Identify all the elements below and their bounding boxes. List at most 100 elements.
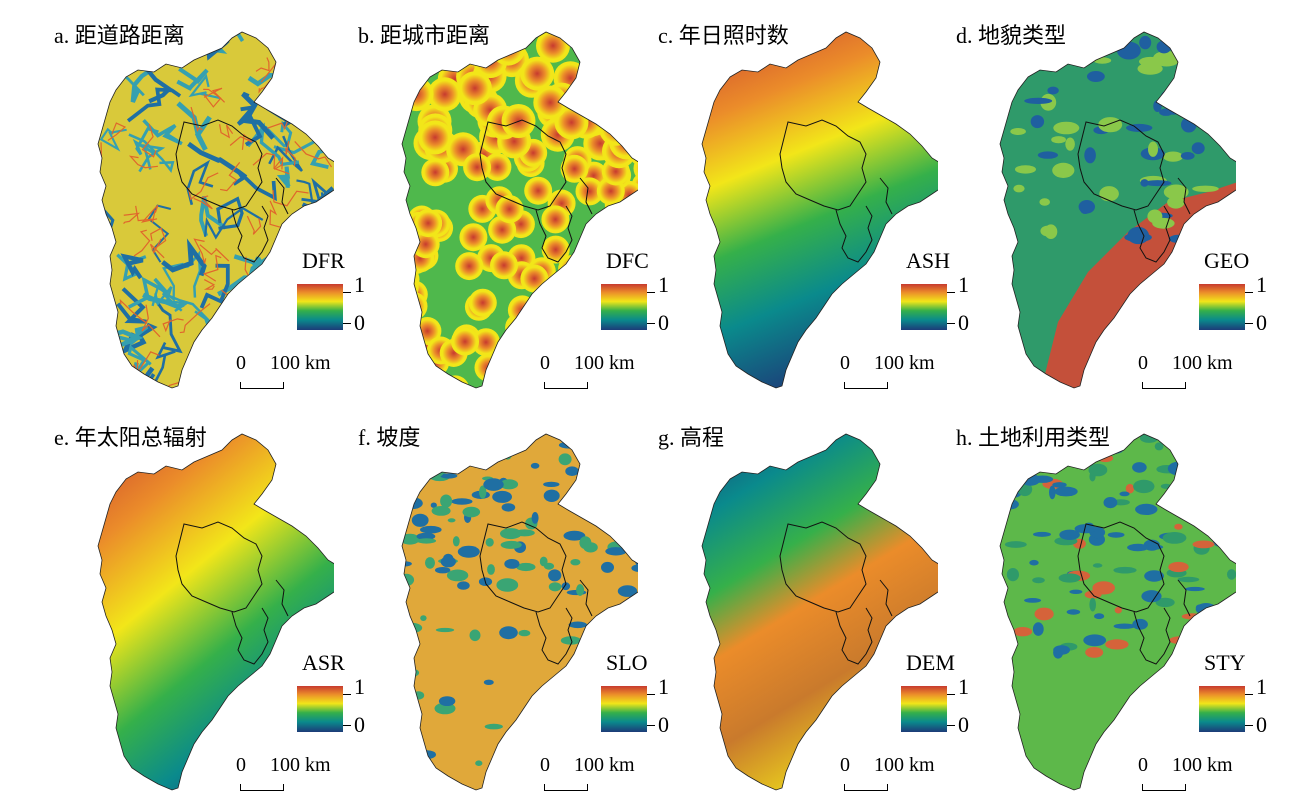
- landuse-patch: [1135, 504, 1157, 515]
- road-texture: [274, 2, 304, 33]
- landuse-patch: [1024, 598, 1041, 603]
- panel-title: g. 高程: [658, 420, 724, 452]
- map-panel-h: h. 土地利用类型 STY 1 0 0 100 km: [908, 404, 1236, 806]
- landuse-patch: [1132, 462, 1147, 473]
- panel-title: f. 坡度: [358, 420, 420, 452]
- city-buffer: [561, 325, 589, 353]
- city-buffer: [491, 32, 525, 66]
- city-buffer: [578, 73, 612, 107]
- scale-bar-line: [1142, 784, 1186, 791]
- slope-patch: [417, 538, 436, 543]
- slope-patch: [570, 559, 580, 565]
- slope-patch: [463, 507, 481, 518]
- mountain-zone: [988, 22, 1236, 402]
- landuse-patch: [1207, 512, 1220, 522]
- landuse-patch: [1092, 581, 1115, 594]
- landform-patch: [1099, 186, 1119, 201]
- slope-patch: [420, 615, 426, 621]
- road-texture: [63, 197, 102, 241]
- raster-layer: [390, 424, 638, 804]
- slope-patch: [559, 453, 572, 465]
- city-buffer: [394, 313, 422, 341]
- slope-patch: [432, 506, 451, 516]
- landuse-patch: [1089, 598, 1096, 612]
- city-buffer: [399, 367, 427, 395]
- landform-patch: [1010, 128, 1026, 135]
- scale-bar-line: [544, 382, 588, 389]
- landuse-patch: [1053, 645, 1070, 654]
- landuse-patch: [1190, 625, 1203, 635]
- slope-patch: [453, 536, 460, 546]
- landuse-patch: [1029, 560, 1038, 566]
- panel-title: e. 年太阳总辐射: [54, 420, 207, 452]
- slope-patch: [492, 491, 512, 503]
- road-line: [276, 289, 289, 319]
- landuse-patch: [1021, 474, 1041, 486]
- city-buffer: [463, 153, 491, 181]
- map-panel-b: b. 距城市距离 DFC 1 0 0 100 km: [310, 2, 638, 404]
- landuse-patch: [1174, 524, 1182, 530]
- landuse-patch: [1180, 453, 1190, 465]
- panel-title: c. 年日照时数: [658, 18, 789, 50]
- region-map-svg: [6, 404, 334, 806]
- landform-patch: [1192, 142, 1205, 154]
- landuse-patch: [1059, 573, 1081, 582]
- slope-patch: [477, 452, 486, 464]
- slope-patch: [549, 582, 562, 591]
- region-map-svg: [6, 2, 334, 404]
- slope-patch: [532, 512, 539, 524]
- city-buffer: [469, 289, 497, 317]
- slope-patch: [425, 557, 435, 569]
- city-buffer: [490, 251, 518, 279]
- landform-patch: [1093, 57, 1111, 63]
- slope-patch: [485, 724, 503, 730]
- road-line: [158, 51, 174, 63]
- slope-patch: [487, 564, 495, 575]
- road-line: [288, 47, 305, 73]
- landform-patch: [1040, 226, 1055, 237]
- landform-patch: [1163, 152, 1183, 162]
- landform-patch: [1181, 152, 1195, 160]
- city-buffer: [451, 328, 479, 356]
- landuse-patch: [1108, 532, 1125, 538]
- city-buffer: [458, 71, 492, 105]
- landuse-patch: [1055, 487, 1078, 497]
- map-b: [310, 2, 638, 409]
- raster-background: [988, 424, 1236, 804]
- slope-patch: [548, 569, 561, 581]
- map-d: [908, 2, 1236, 409]
- landform-patch: [1127, 227, 1149, 244]
- slope-patch: [441, 556, 456, 567]
- road-line: [83, 57, 102, 80]
- landuse-patch: [1133, 480, 1154, 493]
- raster-background: [86, 424, 334, 804]
- landform-patch: [1065, 138, 1075, 151]
- road-texture: [284, 50, 308, 100]
- landuse-patch: [1222, 531, 1236, 536]
- landform-patch: [1031, 115, 1044, 128]
- landform-patch: [1039, 198, 1050, 205]
- landuse-patch: [1168, 562, 1188, 572]
- landuse-patch: [1085, 647, 1103, 658]
- city-buffer: [548, 278, 576, 306]
- city-buffer: [550, 297, 578, 325]
- landform-patch: [1199, 116, 1217, 130]
- slope-patch: [413, 691, 425, 699]
- map-panel-a: a. 距道路距离 DFR 1 0 0 100 km: [6, 2, 334, 404]
- city-buffer: [459, 223, 487, 251]
- landuse-patch: [1168, 462, 1190, 476]
- city-buffer: [557, 323, 585, 351]
- slope-patch: [475, 760, 482, 766]
- scale-zero-label: 0: [540, 352, 550, 375]
- landuse-patch: [1013, 627, 1032, 636]
- slope-patch: [540, 557, 548, 567]
- landuse-patch: [1192, 518, 1200, 524]
- city-buffer: [518, 326, 546, 354]
- landform-patch: [1189, 81, 1201, 95]
- slope-patch: [505, 757, 520, 764]
- slope-patch: [402, 497, 422, 509]
- city-buffer: [388, 268, 416, 296]
- scale-bar-line: [544, 784, 588, 791]
- landuse-patch: [1105, 639, 1128, 649]
- raster-layer: [988, 424, 1236, 804]
